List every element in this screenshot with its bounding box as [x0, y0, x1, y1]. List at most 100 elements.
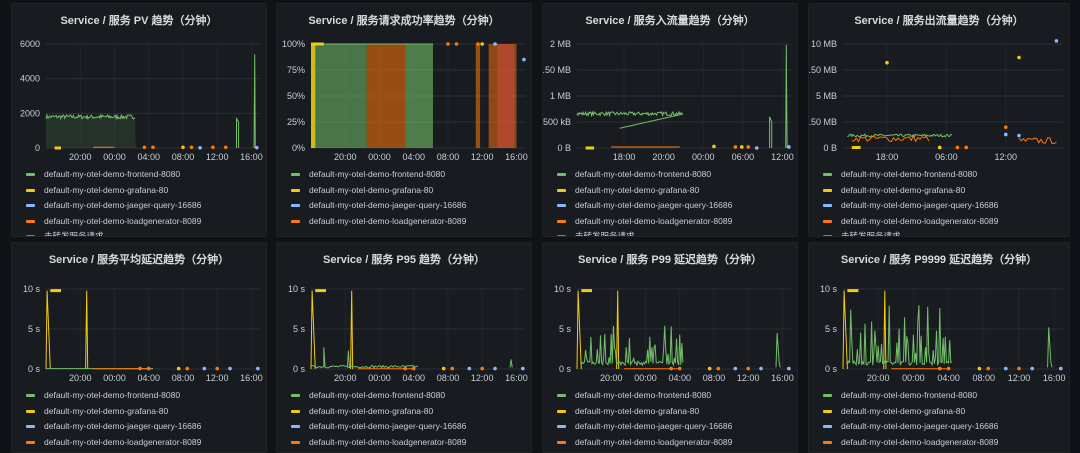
point-jaeger[interactable]	[202, 366, 207, 371]
panel-lat_p99[interactable]: Service / 服务 P99 延迟趋势（分钟） 10 s 5 s 0 s 20:00…	[542, 242, 798, 453]
point-jaeger[interactable]	[1059, 366, 1063, 371]
series-frontend-line[interactable]	[310, 347, 418, 369]
point-loadgen[interactable]	[1017, 366, 1021, 371]
point-jaeger[interactable]	[254, 145, 259, 150]
panel-title[interactable]: Service / 服务 PV 趋势（分钟）	[60, 15, 218, 27]
point-jaeger[interactable]	[522, 57, 526, 62]
series-frontend-spike[interactable]	[1047, 327, 1053, 368]
point-loadgen[interactable]	[677, 366, 682, 371]
series-grafana-spike[interactable]	[883, 290, 887, 370]
series-grafana-spike[interactable]	[350, 290, 354, 370]
point-jaeger[interactable]	[787, 145, 791, 149]
point-loadgen[interactable]	[403, 366, 407, 371]
series-frontend-spike[interactable]	[775, 332, 781, 368]
series-grafana-spike[interactable]	[616, 290, 620, 370]
panel-title[interactable]: Service / 服务请求成功率趋势（分钟）	[308, 15, 500, 27]
point-loadgen[interactable]	[733, 145, 738, 149]
point-jaeger[interactable]	[1030, 366, 1034, 371]
point-loadgen[interactable]	[446, 42, 450, 46]
point-loadgen[interactable]	[138, 366, 142, 371]
point-jaeger[interactable]	[1004, 132, 1008, 137]
point-grafana[interactable]	[176, 366, 181, 371]
point-jaeger[interactable]	[787, 366, 791, 371]
series-frontend-line[interactable]	[847, 133, 953, 138]
point-jaeger[interactable]	[1004, 366, 1008, 371]
panel-lat_p95[interactable]: Service / 服务 P95 趋势（分钟） 10 s 5 s 0 s 20:00 00…	[276, 242, 532, 453]
legend-item-grafana[interactable]: default-my-otel-demo-grafana-80	[291, 404, 525, 420]
series-frontend-spike[interactable]	[236, 116, 240, 149]
series-frontend-line[interactable]	[576, 110, 684, 129]
series-loadgen-line2[interactable]	[1018, 137, 1057, 145]
panel-inflow[interactable]: Service / 服务入流量趋势（分钟） 2 MB 1.50 MB 1 MB 500 …	[542, 3, 798, 237]
legend-item-loadgen[interactable]: default-my-otel-demo-loadgenerator-8089	[823, 435, 1063, 451]
point-grafana[interactable]	[441, 366, 446, 371]
legend-item-other[interactable]: 未转发服务请求	[557, 229, 791, 236]
point-grafana[interactable]	[707, 366, 712, 371]
series-grafana-drop[interactable]	[310, 290, 316, 370]
legend-item-other[interactable]: 未转发服务请求	[823, 229, 1063, 236]
series-frontend-line[interactable]	[846, 305, 953, 367]
point-grafana[interactable]	[977, 366, 982, 371]
legend-item-frontend[interactable]: default-my-otel-demo-frontend-8080	[291, 167, 525, 183]
legend-item-grafana[interactable]: default-my-otel-demo-grafana-80	[26, 183, 260, 199]
point-loadgen[interactable]	[946, 366, 951, 371]
point-jaeger[interactable]	[198, 146, 202, 150]
point-loadgen[interactable]	[669, 366, 673, 371]
point-jaeger[interactable]	[521, 366, 525, 371]
legend-item-frontend[interactable]: default-my-otel-demo-frontend-8080	[823, 388, 1063, 404]
series-loadgen-line[interactable]	[851, 134, 930, 143]
legend-item-grafana[interactable]: default-my-otel-demo-grafana-80	[26, 404, 260, 420]
legend-item-grafana[interactable]: default-my-otel-demo-grafana-80	[823, 404, 1063, 420]
point-loadgen[interactable]	[955, 145, 960, 150]
series-frontend-line[interactable]	[45, 113, 136, 121]
series-other-band[interactable]	[497, 44, 515, 148]
point-jaeger[interactable]	[467, 366, 472, 371]
point-jaeger[interactable]	[493, 366, 497, 371]
legend-item-loadgen[interactable]: default-my-otel-demo-loadgenerator-8089	[26, 214, 260, 230]
panel-title[interactable]: Service / 服务平均延迟趋势（分钟）	[48, 254, 230, 266]
point-loadgen[interactable]	[476, 42, 480, 46]
panel-pv[interactable]: Service / 服务 PV 趋势（分钟） 6000 4000 2000 0 20:00…	[11, 3, 267, 237]
panel-title[interactable]: Service / 服务 P95 趋势（分钟）	[323, 254, 485, 266]
legend-item-loadgen[interactable]: default-my-otel-demo-loadgenerator-8089	[823, 214, 1063, 230]
point-grafana[interactable]	[712, 144, 716, 149]
series-grafana-spike[interactable]	[85, 290, 89, 370]
point-loadgen[interactable]	[146, 366, 151, 371]
point-jaeger[interactable]	[1054, 39, 1059, 43]
series-frontend-line[interactable]	[580, 325, 684, 367]
legend-item-frontend[interactable]: default-my-otel-demo-frontend-8080	[26, 167, 260, 183]
legend-item-jaeger[interactable]: default-my-otel-demo-jaeger-query-16686	[557, 198, 791, 214]
panel-success[interactable]: Service / 服务请求成功率趋势（分钟） 100% 75% 50% 25% 0% 20…	[276, 3, 532, 237]
point-jaeger[interactable]	[493, 42, 497, 46]
legend-item-jaeger[interactable]: default-my-otel-demo-jaeger-query-16686	[291, 198, 525, 214]
panel-lat_avg[interactable]: Service / 服务平均延迟趋势（分钟） 10 s 5 s 0 s 20:00 00:…	[11, 242, 267, 453]
point-grafana[interactable]	[181, 145, 185, 150]
point-loadgen[interactable]	[450, 366, 455, 371]
series-frontend-spike2[interactable]	[785, 44, 788, 149]
panel-title[interactable]: Service / 服务 P9999 延迟趋势（分钟）	[840, 254, 1038, 266]
point-loadgen[interactable]	[480, 366, 484, 371]
legend-item-grafana[interactable]: default-my-otel-demo-grafana-80	[823, 183, 1063, 199]
point-jaeger[interactable]	[733, 366, 738, 371]
point-loadgen[interactable]	[411, 366, 416, 371]
point-grafana[interactable]	[938, 145, 942, 150]
point-jaeger[interactable]	[754, 146, 759, 150]
panel-lat_p9999[interactable]: Service / 服务 P9999 延迟趋势（分钟） 10 s 5 s 0 s 20:…	[808, 242, 1070, 453]
point-loadgen[interactable]	[185, 366, 190, 371]
series-grafana-band[interactable]	[311, 44, 316, 148]
legend-item-jaeger[interactable]: default-my-otel-demo-jaeger-query-16686	[26, 198, 260, 214]
legend-item-jaeger[interactable]: default-my-otel-demo-jaeger-query-16686	[823, 419, 1063, 435]
point-loadgen[interactable]	[986, 366, 990, 371]
series-frontend-spike[interactable]	[346, 350, 350, 368]
point-jaeger[interactable]	[1017, 133, 1021, 138]
legend-item-loadgen[interactable]: default-my-otel-demo-loadgenerator-8089	[291, 435, 525, 451]
point-jaeger[interactable]	[759, 366, 763, 371]
point-loadgen[interactable]	[223, 145, 228, 150]
point-loadgen[interactable]	[189, 145, 194, 150]
point-loadgen[interactable]	[746, 145, 750, 149]
legend-item-loadgen[interactable]: default-my-otel-demo-loadgenerator-8089	[557, 214, 791, 230]
point-grafana[interactable]	[480, 42, 484, 46]
legend-item-frontend[interactable]: default-my-otel-demo-frontend-8080	[26, 388, 260, 404]
point-loadgen[interactable]	[964, 145, 968, 150]
point-loadgen[interactable]	[746, 366, 750, 371]
